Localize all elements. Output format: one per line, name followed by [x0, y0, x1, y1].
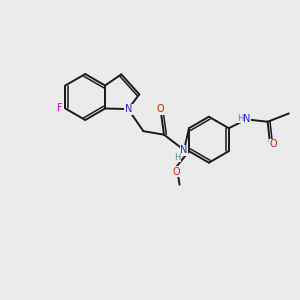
Text: N: N [243, 114, 250, 124]
Text: F: F [57, 103, 63, 113]
Text: O: O [172, 167, 180, 177]
Text: H: H [174, 153, 181, 162]
Text: N: N [125, 104, 132, 114]
Text: H: H [237, 114, 243, 123]
Text: O: O [157, 104, 164, 114]
Text: N: N [180, 145, 188, 155]
Text: O: O [269, 140, 277, 149]
